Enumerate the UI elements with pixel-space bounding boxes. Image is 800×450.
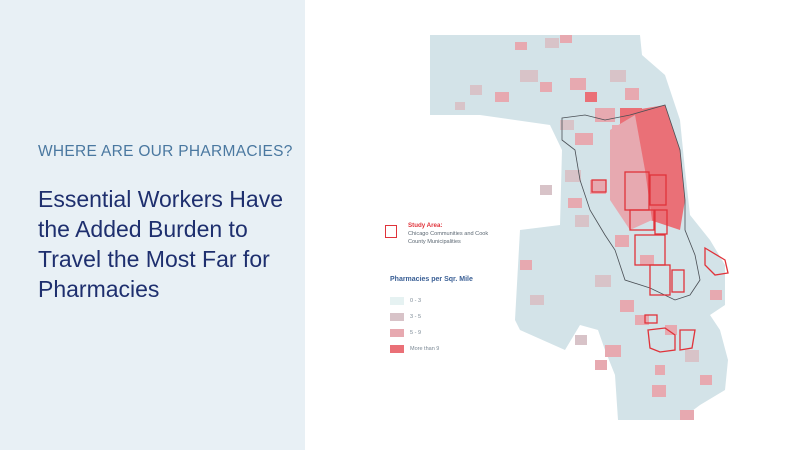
density-block: [590, 180, 606, 194]
density-block: [625, 88, 639, 100]
density-block: [652, 385, 666, 397]
density-legend-title: Pharmacies per Sqr. Mile: [390, 276, 473, 283]
density-block: [520, 260, 532, 270]
study-area-swatch: [385, 225, 397, 238]
study-area: [591, 179, 607, 193]
density-block: [620, 300, 634, 312]
density-block: [520, 70, 538, 82]
headline: Essential Workers Have the Added Burden …: [38, 186, 283, 302]
legend-swatch: [390, 313, 404, 321]
density-block: [640, 255, 654, 265]
study-area: [629, 209, 655, 231]
legend-label: 0 - 3: [410, 298, 422, 304]
title-panel: WHERE ARE OUR PHARMACIES? Essential Work…: [0, 0, 305, 450]
study-area: [654, 209, 668, 235]
density-block: [680, 410, 694, 420]
legend-swatch: [390, 297, 404, 305]
legend-label: 5 - 9: [410, 330, 422, 336]
density-block: [700, 375, 712, 385]
density-block: [575, 133, 593, 145]
legend-label: 3 - 5: [410, 314, 422, 320]
density-block: [615, 235, 629, 247]
study-area: [644, 314, 658, 324]
density-block: [530, 295, 544, 305]
density-block: [470, 85, 482, 95]
study-area: [647, 327, 676, 353]
density-block: [560, 120, 574, 130]
density-block: [455, 102, 465, 110]
density-block: [495, 92, 509, 102]
density-block: [540, 82, 552, 92]
density-block: [655, 365, 665, 375]
density-block: [595, 360, 607, 370]
density-block: [568, 198, 582, 208]
chicago-boundary: [561, 104, 701, 301]
density-block: [610, 70, 626, 82]
study-area-description: Chicago Communities and Cook County Muni…: [408, 231, 489, 245]
density-block: [685, 350, 699, 362]
density-block: [605, 345, 621, 357]
density-block: [565, 170, 581, 182]
density-block: [635, 315, 649, 325]
legend-swatch: [390, 329, 404, 337]
legend-item: 3 - 5: [390, 312, 421, 322]
study-area: [704, 246, 729, 276]
legend-item: 5 - 9: [390, 328, 421, 338]
legend-swatch: [390, 345, 404, 353]
density-block: [515, 42, 527, 50]
study-area: [671, 269, 685, 293]
density-block: [540, 185, 552, 195]
study-area: [679, 329, 696, 351]
density-block: [575, 335, 587, 345]
legend-item: 0 - 3: [390, 296, 421, 306]
study-area-outlines: [591, 171, 729, 353]
pharmacy-density-map: [430, 35, 729, 420]
density-block: [710, 290, 722, 300]
density-block: [595, 275, 611, 287]
legend-label: More than 9: [410, 346, 440, 352]
study-area: [649, 264, 671, 296]
density-block: [570, 78, 586, 90]
density-block: [575, 215, 589, 227]
study-area-title: Study Area:: [408, 222, 443, 229]
legend-item: More than 9: [390, 344, 439, 354]
density-block: [545, 38, 559, 48]
density-block: [560, 35, 572, 43]
eyebrow-title: WHERE ARE OUR PHARMACIES?: [38, 143, 293, 160]
density-block: [665, 325, 677, 335]
study-area: [649, 174, 667, 206]
density-block: [585, 92, 597, 102]
